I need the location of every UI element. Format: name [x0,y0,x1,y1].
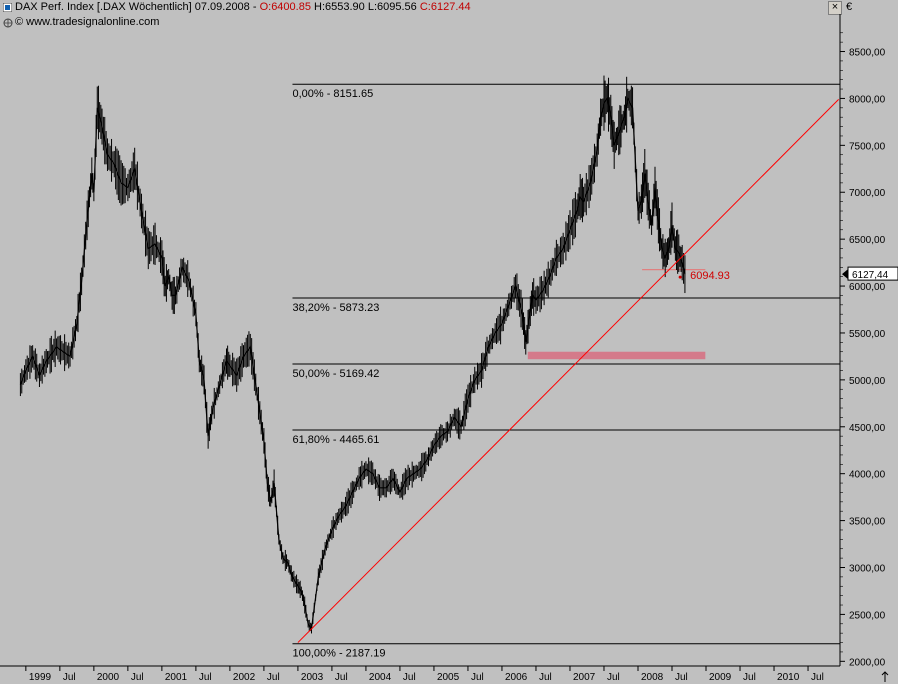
y-tick-label: 5500,00 [849,329,886,340]
y-tick-label: 6500,00 [849,235,886,246]
axes: 2000,00 2500,00 3000,00 3500,00 4000,00 4500,… [0,14,898,684]
x-tick-label: Jul [743,672,756,683]
chart-header: DAX Perf. Index [.DAX Wöchentlich] 07.09… [0,0,898,30]
open-value: O:6400.85 [259,1,311,13]
x-tick-label: 2003 [301,672,324,683]
y-tick-label: 2500,00 [849,610,886,621]
x-tick-label: 2001 [165,672,188,683]
fib-level-label: 50,00% - 5169.42 [292,368,379,380]
last-price-label: 6127,44 [852,270,889,281]
x-tick-label: Jul [607,672,620,683]
y-tick-label: 3000,00 [849,563,886,574]
x-tick-label: 2010 [777,672,800,683]
fib-level-label: 0,00% - 8151.65 [292,88,373,100]
fib-level-label: 100,00% - 2187.19 [292,648,385,660]
x-tick-label: 2000 [97,672,120,683]
x-tick-label: 1999 [29,672,52,683]
close-button[interactable]: × [828,1,842,15]
instrument-title: DAX Perf. Index [.DAX Wöchentlich] 07.09… [15,1,260,13]
globe-icon [3,18,13,28]
currency-label: € [846,1,853,13]
trendline-group [297,99,839,643]
trendline [297,99,839,643]
annotation-group: 6094.93 6127,44 [678,266,898,282]
y-tick-label: 4500,00 [849,423,886,434]
x-tick-label: Jul [63,672,76,683]
x-tick-label: Jul [539,672,552,683]
y-tick-label: 5000,00 [849,376,886,387]
low-value: L:6095.56 [367,1,417,13]
x-tick-label: 2005 [437,672,460,683]
x-tick-label: 2002 [233,672,256,683]
low-marker [678,275,682,279]
x-tick-label: 2004 [369,672,392,683]
y-tick-label: 6000,00 [849,282,886,293]
instrument-title-line: DAX Perf. Index [.DAX Wöchentlich] 07.09… [15,1,471,13]
low-annotation: 6094.93 [690,270,730,282]
fibonacci-levels: 0,00% - 8151.65 38,20% - 5873.23 50,00% - … [292,83,840,660]
x-tick-label: 2009 [709,672,732,683]
y-tick-label: 7000,00 [849,188,886,199]
axis-corner [841,667,898,684]
price-series-group [19,75,686,634]
price-series-line [19,96,686,631]
support-zone [527,351,706,360]
support-zone-group [527,269,706,360]
x-tick-label: Jul [199,672,212,683]
scroll-up-arrow-icon[interactable] [881,671,889,682]
x-tick-label: 2007 [573,672,596,683]
y-tick-label: 4000,00 [849,470,886,481]
close-value: C:6127.44 [419,1,471,13]
dax-logo-icon [3,3,12,12]
x-tick-label: 2006 [505,672,528,683]
x-tick-label: Jul [471,672,484,683]
y-tick-label: 8000,00 [849,94,886,105]
fib-level-label: 61,80% - 4465.61 [292,434,379,446]
last-price-pointer-icon [842,269,848,280]
x-tick-label: 2008 [641,672,664,683]
y-tick-label: 2000,00 [849,657,886,668]
y-tick-label: 8500,00 [849,48,886,59]
x-tick-label: Jul [267,672,280,683]
x-tick-label: Jul [131,672,144,683]
y-tick-label: 7500,00 [849,141,886,152]
x-tick-label: Jul [675,672,688,683]
x-tick-label: Jul [811,672,824,683]
fib-level-label: 38,20% - 5873.23 [292,302,379,314]
x-tick-label: Jul [335,672,348,683]
watermark-text: © www.tradesignalonline.com [15,16,160,28]
x-tick-label: Jul [403,672,416,683]
high-value: H:6553.90 [314,1,365,13]
y-tick-label: 3500,00 [849,517,886,528]
